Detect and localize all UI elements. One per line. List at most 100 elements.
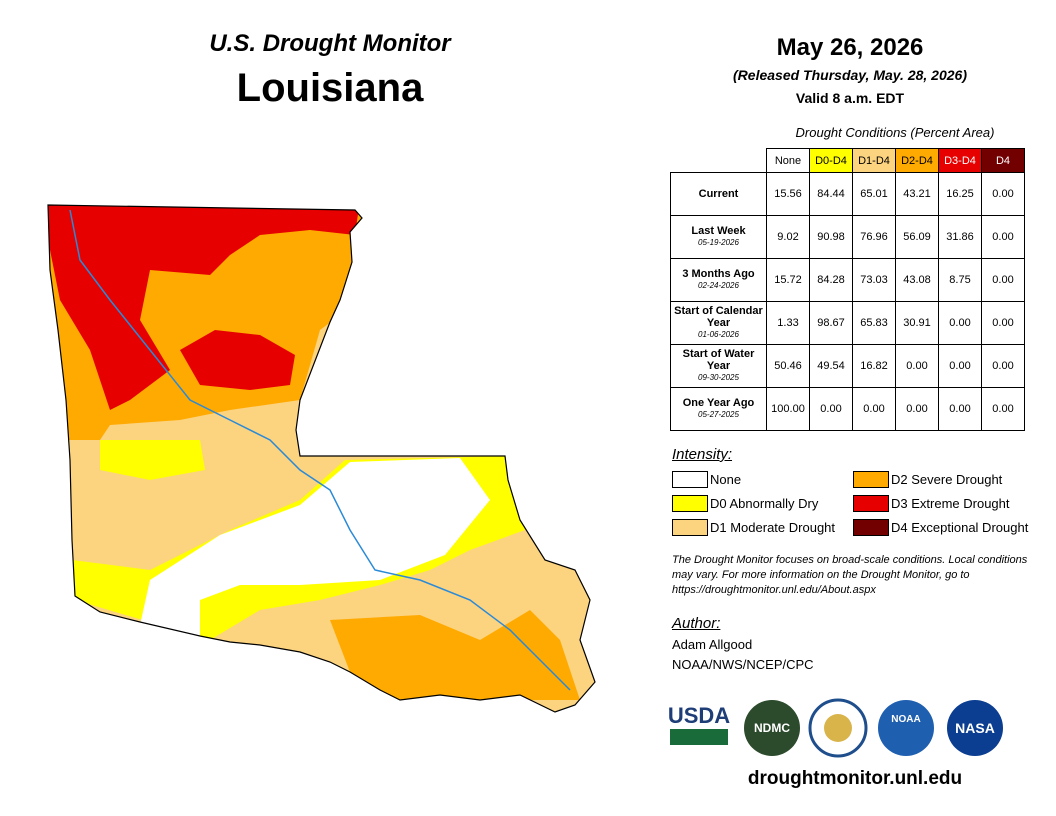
legend-label: None <box>710 472 742 487</box>
row-name: 3 Months Ago <box>682 268 755 280</box>
cell: 43.08 <box>895 258 939 302</box>
cell: 100.00 <box>766 387 810 431</box>
noaa-circle <box>878 700 934 756</box>
cell: 31.86 <box>938 215 982 259</box>
map <box>47 204 596 713</box>
cell: 0.00 <box>981 387 1025 431</box>
table-row: One Year Ago 05-27-2025 100.00 0.00 0.00 0.00… <box>670 387 1025 431</box>
none-area <box>140 458 490 640</box>
legend-label: D1 Moderate Drought <box>710 520 836 535</box>
row-name: Current <box>698 188 739 200</box>
cell: 0.00 <box>938 387 982 431</box>
legend-swatch <box>853 471 889 488</box>
table-row: Start of Calendar Year 01-06-2026 1.33 98.6… <box>670 301 1025 345</box>
row-label: Last Week 05-19-2026 <box>670 215 767 259</box>
cell: 84.44 <box>809 172 853 216</box>
author-heading: Author: <box>672 615 721 632</box>
cell: 16.25 <box>938 172 982 216</box>
conditions-table: None D0-D4 D1-D4 D2-D4 D3-D4 D4 Current 15.56 84… <box>670 148 1025 431</box>
row-date: 02-24-2026 <box>698 281 739 290</box>
legend-swatch <box>672 471 708 488</box>
header-row: None D0-D4 D1-D4 D2-D4 D3-D4 D4 <box>671 148 1025 173</box>
cell: 90.98 <box>809 215 853 259</box>
d3-area <box>48 205 360 410</box>
legend-label: D0 Abnormally Dry <box>710 496 819 511</box>
table-row: Last Week 05-19-2026 9.02 90.98 76.96 56.09 31… <box>670 215 1025 259</box>
doc-seal-center <box>824 714 852 742</box>
logo-usda: USDA <box>668 703 730 728</box>
d2-coast <box>330 610 580 700</box>
note: The Drought Monitor focuses on broad-sca… <box>672 554 1028 596</box>
legend-swatch <box>672 519 708 536</box>
cell: 15.72 <box>766 258 810 302</box>
logos: USDA NDMC NOAA NASA <box>668 698 1003 758</box>
state: Louisiana <box>236 66 424 110</box>
cell: 65.01 <box>852 172 896 216</box>
logo-ndmc: NDMC <box>754 721 790 735</box>
cell: 56.09 <box>895 215 939 259</box>
row-name: Last Week <box>691 225 746 237</box>
d0-area <box>100 440 205 480</box>
cell: 15.56 <box>766 172 810 216</box>
legend-label: D3 Extreme Drought <box>891 496 1010 511</box>
drought-areas <box>48 205 595 712</box>
cell: 65.83 <box>852 301 896 345</box>
column-header: D0-D4 <box>809 148 853 173</box>
cell: 84.28 <box>809 258 853 302</box>
cell: 43.21 <box>895 172 939 216</box>
cell: 76.96 <box>852 215 896 259</box>
cell: 50.46 <box>766 344 810 388</box>
author-org: NOAA/NWS/NCEP/CPC <box>672 657 814 672</box>
column-header: None <box>766 148 810 173</box>
cell: 0.00 <box>938 301 982 345</box>
usda-stripe <box>670 729 728 745</box>
cell: 98.67 <box>809 301 853 345</box>
cell: 49.54 <box>809 344 853 388</box>
river <box>69 209 571 691</box>
table-caption: Drought Conditions (Percent Area) <box>795 125 995 140</box>
date: May 26, 2026 <box>776 34 924 61</box>
valid: Valid 8 a.m. EDT <box>795 90 905 106</box>
legend-label: D2 Severe Drought <box>891 472 1003 487</box>
legend-label: D4 Exceptional Drought <box>891 520 1029 535</box>
cell: 1.33 <box>766 301 810 345</box>
row-name: Start of Water Year <box>682 348 755 372</box>
cell: 16.82 <box>852 344 896 388</box>
row-date: 09-30-2025 <box>698 373 739 382</box>
cell: 0.00 <box>981 301 1025 345</box>
cell: 0.00 <box>809 387 853 431</box>
row-name: One Year Ago <box>682 397 755 409</box>
row-name: Start of Calendar Year <box>674 305 763 329</box>
cell: 0.00 <box>852 387 896 431</box>
ndmc-circle <box>744 700 800 756</box>
legend-swatch <box>672 495 708 512</box>
cell: 0.00 <box>981 215 1025 259</box>
table-row: Start of Water Year 09-30-2025 50.46 49.54 1… <box>670 344 1025 388</box>
row-label: Current <box>670 172 767 216</box>
cell: 0.00 <box>981 344 1025 388</box>
row-label: One Year Ago 05-27-2025 <box>670 387 767 431</box>
column-header: D2-D4 <box>895 148 939 173</box>
url: droughtmonitor.unl.edu <box>747 768 963 789</box>
row-label: Start of Calendar Year 01-06-2026 <box>670 301 767 345</box>
column-header: D1-D4 <box>852 148 896 173</box>
table-row: 3 Months Ago 02-24-2026 15.72 84.28 73.03 43.… <box>670 258 1025 302</box>
d3-area-2 <box>180 330 295 390</box>
row-date: 05-19-2026 <box>698 238 739 247</box>
legend-title: Intensity: <box>672 446 733 463</box>
released: (Released Thursday, May. 28, 2026) <box>733 67 967 83</box>
row-label: 3 Months Ago 02-24-2026 <box>670 258 767 302</box>
legend-swatch <box>853 495 889 512</box>
cell: 8.75 <box>938 258 982 302</box>
author-name: Adam Allgood <box>672 637 753 652</box>
row-date: 05-27-2025 <box>698 410 739 419</box>
row-date: 01-06-2026 <box>698 330 739 339</box>
legend-swatch <box>853 519 889 536</box>
cell: 0.00 <box>981 258 1025 302</box>
cell: 0.00 <box>938 344 982 388</box>
cell: 30.91 <box>895 301 939 345</box>
row-label: Start of Water Year 09-30-2025 <box>670 344 767 388</box>
nasa-circle <box>947 700 1003 756</box>
cell: 73.03 <box>852 258 896 302</box>
